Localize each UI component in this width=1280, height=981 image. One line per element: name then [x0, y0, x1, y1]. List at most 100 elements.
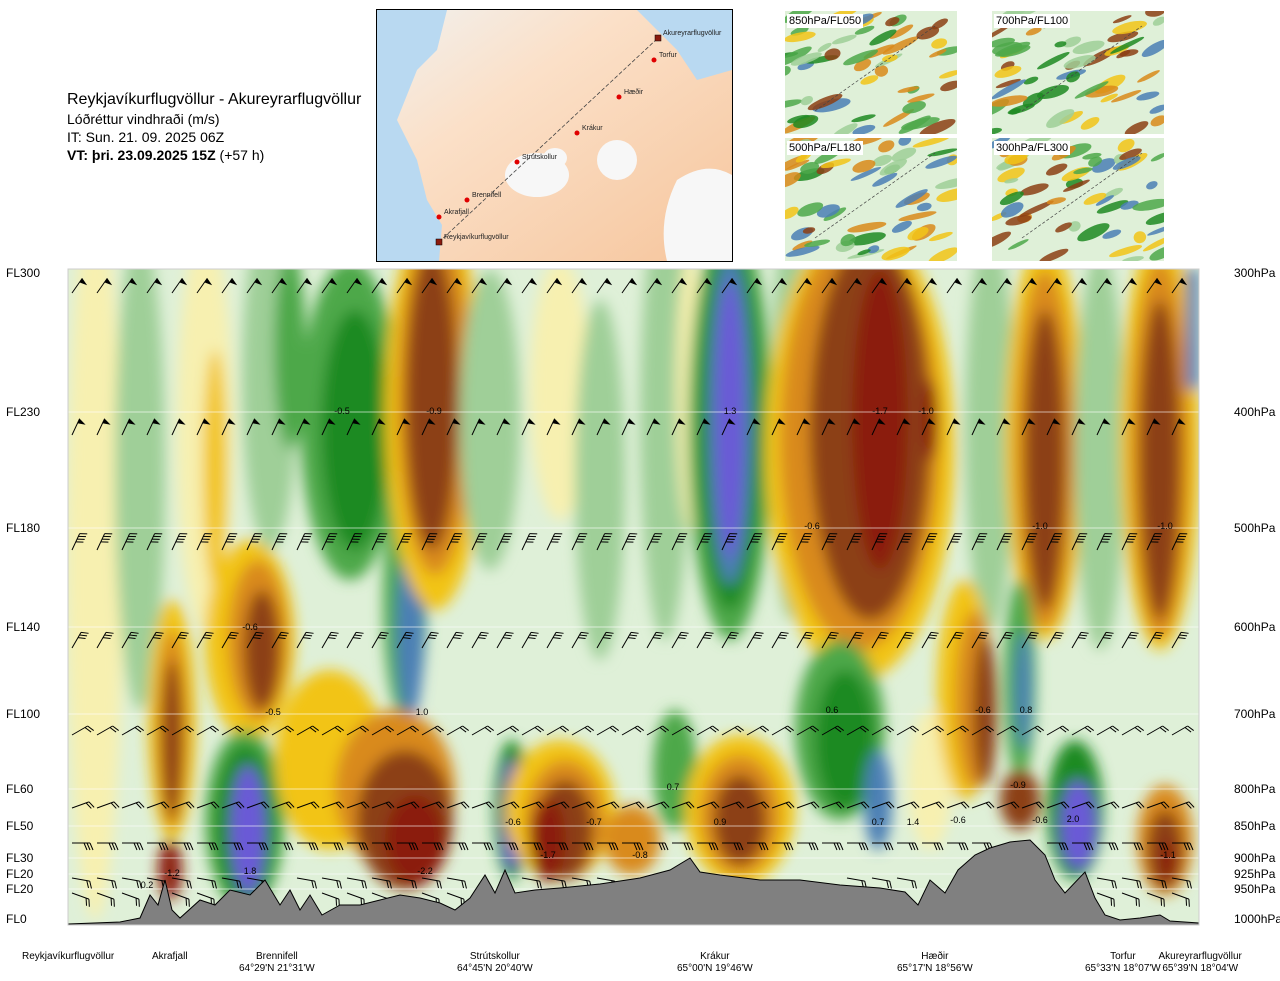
value-label: 0.2	[141, 880, 154, 890]
wind-barb	[1046, 533, 1063, 551]
thumbnail-300-label: 300hPa/FL300	[994, 141, 1071, 155]
wind-barb	[1046, 631, 1064, 649]
wind-barb	[71, 277, 88, 294]
wind-barb	[371, 725, 394, 736]
wind-barb	[796, 533, 813, 551]
value-label: -0.6	[242, 622, 258, 632]
wind-barb	[497, 842, 519, 851]
wind-barb	[1071, 631, 1089, 649]
thumbnail-700[interactable]: 700hPa/FL100	[992, 11, 1164, 134]
wind-barb	[496, 801, 520, 809]
wind-barb	[371, 877, 392, 889]
wind-barb	[446, 631, 464, 649]
wind-barb	[396, 725, 419, 736]
wind-barb	[121, 631, 139, 649]
wind-barb	[871, 533, 888, 551]
value-label: 0.9	[714, 817, 727, 827]
thumbnail-850-map	[785, 11, 957, 134]
wind-barb	[547, 842, 569, 851]
wind-barb	[796, 631, 814, 649]
wind-barb	[996, 631, 1014, 649]
wind-barb	[1146, 725, 1169, 736]
wind-barb	[346, 418, 361, 436]
left-axis-label: FL100	[6, 707, 41, 721]
wind-barb	[71, 418, 86, 436]
wind-barb	[571, 533, 588, 551]
wind-barb	[347, 842, 369, 851]
location-label: Brennifell 64°29'N 21°31'W	[239, 951, 315, 975]
route-title: Reykjavíkurflugvöllur - Akureyrarflugvöl…	[67, 91, 362, 108]
wind-barb	[621, 277, 638, 294]
wind-barb	[771, 277, 788, 294]
right-axis-label: 400hPa	[1234, 405, 1276, 419]
wind-barb	[371, 277, 388, 294]
wind-barb	[521, 418, 536, 436]
wind-barb	[946, 725, 969, 736]
wind-barb	[246, 533, 263, 551]
wind-barb	[346, 801, 370, 809]
wind-barb	[846, 631, 864, 649]
wind-barb	[822, 842, 844, 851]
wind-barb	[1071, 418, 1086, 436]
thumbnail-700-label: 700hPa/FL100	[994, 14, 1071, 28]
wind-barb	[1171, 892, 1190, 907]
wind-barb	[546, 277, 563, 294]
wind-barb	[1146, 277, 1163, 294]
wind-barb	[546, 418, 561, 436]
wind-barb	[146, 418, 161, 436]
wind-barb	[471, 277, 488, 294]
wind-barb	[96, 533, 113, 551]
field-contour	[965, 269, 1015, 630]
wind-barb	[471, 418, 486, 436]
map-point-label: Hæðir	[624, 88, 644, 96]
wind-barb	[321, 725, 344, 736]
wind-barb	[1146, 877, 1167, 889]
field-contour	[68, 269, 123, 920]
wind-barb	[671, 533, 688, 551]
thumbnail-300[interactable]: 300hPa/FL300	[992, 138, 1164, 261]
wind-barb	[1046, 418, 1061, 436]
map-point: Strútskollur	[514, 154, 558, 165]
wind-barb	[1147, 842, 1169, 851]
valid-time-bold: VT: þri. 23.09.2025 15Z	[67, 147, 216, 163]
wind-barb	[971, 631, 989, 649]
wind-barb	[1171, 725, 1194, 736]
wind-barb	[196, 631, 214, 649]
wind-barb	[221, 725, 244, 736]
thumbnail-850[interactable]: 850hPa/FL050	[785, 11, 957, 134]
wind-barb	[346, 533, 363, 551]
field-contour	[385, 795, 445, 885]
wind-barb	[1046, 801, 1070, 809]
wind-barb	[546, 533, 563, 551]
wind-barb	[1121, 801, 1145, 809]
field-contour	[230, 765, 266, 895]
value-label: -0.8	[632, 850, 648, 860]
wind-barb	[1096, 631, 1114, 649]
wind-barb	[1096, 277, 1113, 294]
left-axis-label: FL180	[6, 521, 41, 535]
map-point-label: Akureyrarflugvöllur	[663, 30, 722, 37]
wind-barb	[221, 801, 245, 809]
wind-barb	[1096, 533, 1113, 551]
issue-time: IT: Sun. 21. 09. 2025 06Z	[67, 129, 225, 145]
map-point: Akureyrarflugvöllur	[654, 30, 722, 42]
wind-barb	[271, 533, 288, 551]
location-label: Akrafjall	[152, 951, 188, 963]
wind-barb	[1121, 631, 1139, 649]
wind-barb	[846, 725, 869, 736]
wind-barb	[946, 801, 970, 809]
wind-barb	[646, 631, 664, 649]
wind-barb	[697, 842, 719, 851]
wind-barb	[721, 277, 738, 294]
wind-barb	[371, 631, 389, 649]
field-contour	[115, 269, 165, 710]
wind-barb	[571, 418, 586, 436]
value-label: -0.6	[975, 705, 991, 715]
thumbnail-500[interactable]: 500hPa/FL180	[785, 138, 957, 261]
left-axis-label: FL0	[6, 912, 27, 926]
wind-barb	[846, 801, 870, 809]
wind-barb	[221, 533, 238, 551]
wind-barb	[271, 801, 295, 809]
right-axis-label: 300hPa	[1234, 266, 1276, 280]
